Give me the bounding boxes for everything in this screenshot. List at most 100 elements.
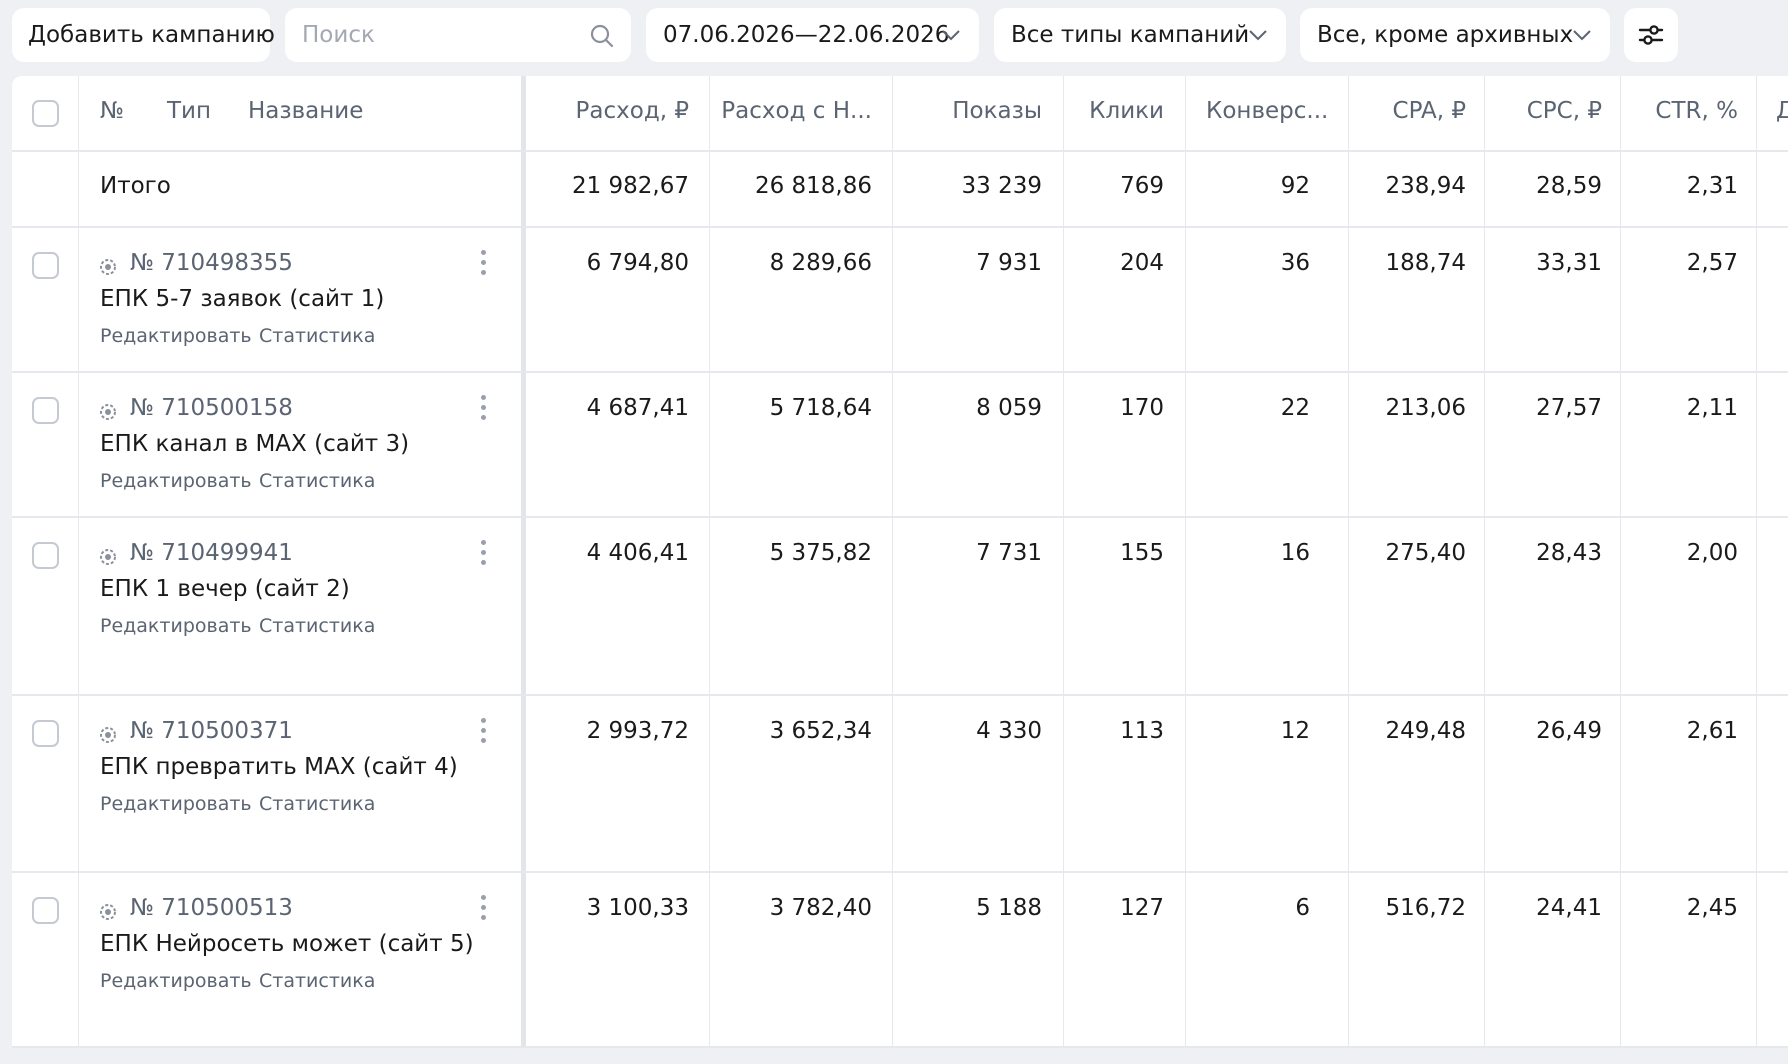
statistics-link[interactable]: Статистика — [259, 970, 376, 992]
column-divider — [1484, 76, 1485, 1048]
header-clicks[interactable]: Клики — [1089, 98, 1164, 124]
column-divider — [892, 76, 893, 1048]
more-vertical-icon[interactable] — [478, 250, 488, 280]
cell-cpa: 249,48 — [1385, 718, 1466, 744]
campaign-name[interactable]: ЕПК Нейросеть может (сайт 5) — [100, 931, 474, 957]
campaign-name[interactable]: ЕПК 5-7 заявок (сайт 1) — [100, 286, 385, 312]
statistics-link[interactable]: Статистика — [259, 793, 376, 815]
cell-cpa: 275,40 — [1385, 540, 1466, 566]
header-impressions[interactable]: Показы — [952, 98, 1042, 124]
campaign-name[interactable]: ЕПК превратить MAX (сайт 4) — [100, 754, 458, 780]
cell-impressions: 7 731 — [976, 540, 1042, 566]
campaign-name[interactable]: ЕПК канал в MAX (сайт 3) — [100, 431, 410, 457]
header-ctr[interactable]: CTR, % — [1655, 98, 1738, 124]
cell-conversions: 16 — [1280, 540, 1310, 566]
cell-spend: 4 406,41 — [586, 540, 689, 566]
frozen-column-divider — [521, 76, 526, 1048]
table-row[interactable]: № 710500158 ЕПК канал в MAX (сайт 3) Ред… — [12, 373, 1788, 518]
cell-spend-vat: 5 718,64 — [769, 395, 872, 421]
chevron-down-icon — [1249, 30, 1267, 41]
header-conversions[interactable]: Конверс... — [1206, 98, 1329, 124]
column-divider — [709, 76, 710, 1048]
statistics-link[interactable]: Статистика — [259, 615, 376, 637]
unified-campaign-icon — [100, 904, 116, 920]
cell-ctr: 2,11 — [1686, 395, 1738, 421]
search-box[interactable] — [285, 8, 631, 62]
search-input[interactable] — [302, 22, 572, 48]
header-cpc[interactable]: CPC, ₽ — [1526, 98, 1602, 124]
table-row[interactable]: № 710500371 ЕПК превратить MAX (сайт 4) … — [12, 696, 1788, 873]
campaign-number[interactable]: № 710500158 — [130, 395, 293, 421]
campaign-number[interactable]: № 710500371 — [130, 718, 293, 744]
total-cpc: 28,59 — [1536, 173, 1602, 199]
cell-conversions: 12 — [1280, 718, 1310, 744]
row-checkbox[interactable] — [32, 542, 59, 569]
header-name[interactable]: Название — [248, 98, 364, 124]
search-icon[interactable] — [589, 23, 615, 49]
table-row[interactable]: № 710499941 ЕПК 1 вечер (сайт 2) Редакти… — [12, 518, 1788, 696]
edit-link[interactable]: Редактировать — [100, 615, 252, 637]
row-checkbox[interactable] — [32, 897, 59, 924]
table-row[interactable]: № 710500513 ЕПК Нейросеть может (сайт 5)… — [12, 873, 1788, 1048]
total-ctr: 2,31 — [1686, 173, 1738, 199]
unified-campaign-icon — [100, 727, 116, 743]
header-num[interactable]: № — [100, 98, 124, 124]
chevron-down-icon — [942, 30, 960, 41]
archive-filter-select[interactable]: Все, кроме архивных — [1300, 8, 1610, 62]
more-vertical-icon[interactable] — [478, 540, 488, 570]
header-spend-vat[interactable]: Расход с Н... — [721, 98, 872, 124]
add-campaign-button[interactable]: Добавить кампанию — [12, 8, 275, 62]
edit-link[interactable]: Редактировать — [100, 970, 252, 992]
total-label: Итого — [100, 173, 171, 199]
row-checkbox[interactable] — [32, 720, 59, 747]
cell-spend: 3 100,33 — [586, 895, 689, 921]
cell-cpc: 33,31 — [1536, 250, 1602, 276]
cell-clicks: 113 — [1120, 718, 1164, 744]
table-header-row: № Тип Название Расход, ₽ Расход с Н... П… — [12, 76, 1788, 152]
cell-clicks: 204 — [1120, 250, 1164, 276]
cell-clicks: 127 — [1120, 895, 1164, 921]
campaign-number[interactable]: № 710498355 — [130, 250, 293, 276]
cell-cpc: 24,41 — [1536, 895, 1602, 921]
more-vertical-icon[interactable] — [478, 718, 488, 748]
campaign-types-select[interactable]: Все типы кампаний — [994, 8, 1286, 62]
header-type[interactable]: Тип — [167, 98, 212, 124]
total-conversions: 92 — [1280, 173, 1310, 199]
cell-ctr: 2,57 — [1686, 250, 1738, 276]
row-checkbox[interactable] — [32, 397, 59, 424]
more-vertical-icon[interactable] — [478, 895, 488, 925]
cell-cpa: 213,06 — [1385, 395, 1466, 421]
campaign-number[interactable]: № 710500513 — [130, 895, 293, 921]
cell-spend-vat: 8 289,66 — [769, 250, 872, 276]
cell-impressions: 5 188 — [976, 895, 1042, 921]
column-divider — [1185, 76, 1186, 1048]
campaign-name[interactable]: ЕПК 1 вечер (сайт 2) — [100, 576, 350, 602]
header-cut-column[interactable]: Д — [1776, 98, 1788, 124]
edit-link[interactable]: Редактировать — [100, 325, 252, 347]
filter-settings-icon — [1638, 25, 1664, 45]
cell-spend-vat: 3 782,40 — [769, 895, 872, 921]
date-range-picker[interactable]: 07.06.2026—22.06.2026 — [646, 8, 979, 62]
edit-link[interactable]: Редактировать — [100, 470, 252, 492]
statistics-link[interactable]: Статистика — [259, 470, 376, 492]
toolbar: Добавить кампанию 07.06.2026—22.06.2026 … — [0, 0, 1788, 70]
edit-link[interactable]: Редактировать — [100, 793, 252, 815]
header-cpa[interactable]: CPA, ₽ — [1392, 98, 1466, 124]
cell-conversions: 36 — [1280, 250, 1310, 276]
campaigns-table: № Тип Название Расход, ₽ Расход с Н... П… — [12, 76, 1788, 1048]
header-spend[interactable]: Расход, ₽ — [575, 98, 689, 124]
cell-clicks: 155 — [1120, 540, 1164, 566]
statistics-link[interactable]: Статистика — [259, 325, 376, 347]
column-divider — [1348, 76, 1349, 1048]
column-divider — [1620, 76, 1621, 1048]
cell-spend: 2 993,72 — [586, 718, 689, 744]
cell-ctr: 2,00 — [1686, 540, 1738, 566]
select-all-checkbox[interactable] — [32, 100, 59, 127]
table-settings-button[interactable] — [1624, 8, 1678, 62]
total-spend: 21 982,67 — [571, 173, 689, 199]
table-row[interactable]: № 710498355 ЕПК 5-7 заявок (сайт 1) Реда… — [12, 228, 1788, 373]
cell-ctr: 2,61 — [1686, 718, 1738, 744]
more-vertical-icon[interactable] — [478, 395, 488, 425]
campaign-number[interactable]: № 710499941 — [130, 540, 293, 566]
row-checkbox[interactable] — [32, 252, 59, 279]
